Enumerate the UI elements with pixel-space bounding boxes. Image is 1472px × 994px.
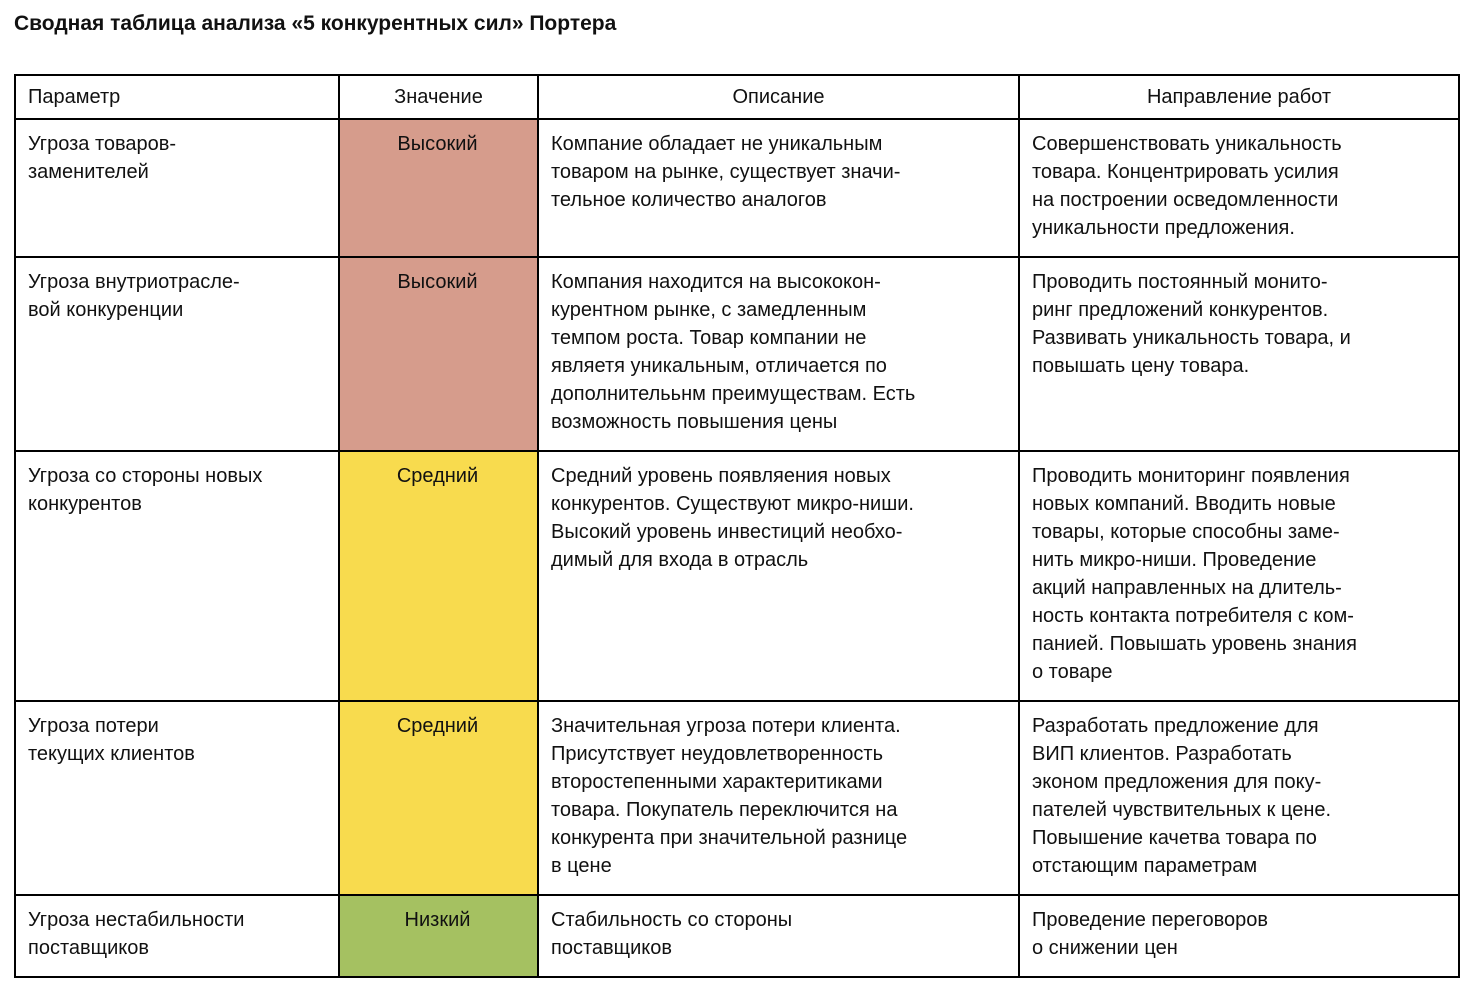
table-row: Угроза со стороны новых конкурентов Сред… (14, 450, 1460, 702)
description-cell: Значительная угроза потери клиента. Прис… (537, 700, 1020, 896)
table-row: Угроза нестабильности поставщиков Низкий… (14, 894, 1460, 978)
description-cell: Компания находится на высококон- курентн… (537, 256, 1020, 452)
value-cell: Высокий (338, 118, 539, 258)
value-cell: Низкий (338, 894, 539, 978)
table-header-row: Параметр Значение Описание Направление р… (14, 74, 1460, 120)
header-value: Значение (338, 74, 539, 120)
table-row: Угроза товаров- заменителей Высокий Комп… (14, 118, 1460, 258)
parameter-cell: Угроза потери текущих клиентов (14, 700, 340, 896)
direction-cell: Проводить мониторинг появления новых ком… (1018, 450, 1460, 702)
page-title: Сводная таблица анализа «5 конкурентных … (14, 12, 617, 35)
value-cell: Высокий (338, 256, 539, 452)
table-row: Угроза потери текущих клиентов Средний З… (14, 700, 1460, 896)
description-cell: Средний уровень появляения новых конкуре… (537, 450, 1020, 702)
direction-cell: Проведение переговоров о снижении цен (1018, 894, 1460, 978)
parameter-cell: Угроза со стороны новых конкурентов (14, 450, 340, 702)
header-direction: Направление работ (1018, 74, 1460, 120)
value-cell: Средний (338, 450, 539, 702)
direction-cell: Проводить постоянный монито- ринг предло… (1018, 256, 1460, 452)
value-cell: Средний (338, 700, 539, 896)
porter-analysis-table: Параметр Значение Описание Направление р… (14, 74, 1460, 978)
direction-cell: Разработать предложение для ВИП клиентов… (1018, 700, 1460, 896)
header-description: Описание (537, 74, 1020, 120)
header-parameter: Параметр (14, 74, 340, 120)
direction-cell: Совершенствовать уникальность товара. Ко… (1018, 118, 1460, 258)
description-cell: Стабильность со стороны поставщиков (537, 894, 1020, 978)
parameter-cell: Угроза товаров- заменителей (14, 118, 340, 258)
description-cell: Компание обладает не уникальным товаром … (537, 118, 1020, 258)
parameter-cell: Угроза нестабильности поставщиков (14, 894, 340, 978)
table-row: Угроза внутриотрасле- вой конкуренции Вы… (14, 256, 1460, 452)
parameter-cell: Угроза внутриотрасле- вой конкуренции (14, 256, 340, 452)
